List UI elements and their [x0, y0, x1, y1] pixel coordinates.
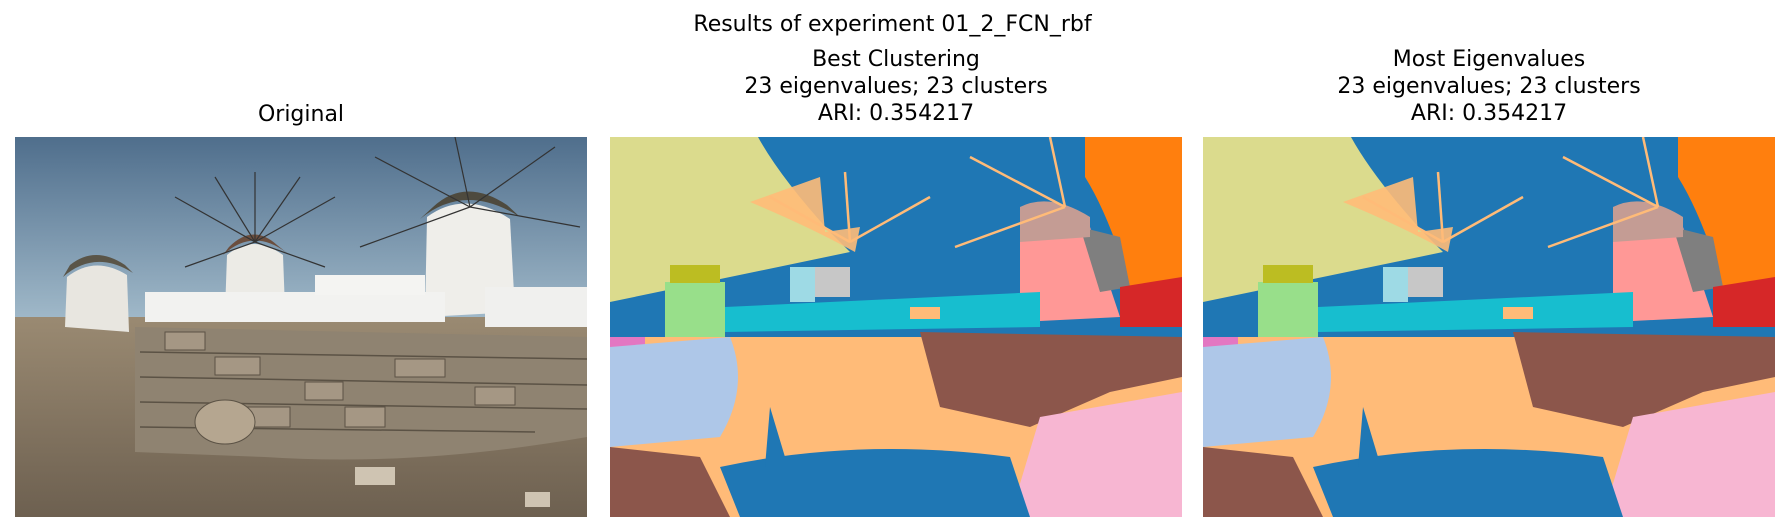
windmill-right-sails: [359, 137, 581, 248]
panel-ari-line: ARI: 0.354217: [1410, 101, 1568, 126]
panel-title-line: Most Eigenvalues: [1392, 47, 1586, 72]
segment-light-gray: [815, 267, 850, 297]
segment-orange: [1085, 137, 1182, 297]
panel-title-line: Original: [257, 102, 345, 127]
panel-most-eigenvalues: Most Eigenvalues 23 eigenvalues; 23 clus…: [1203, 0, 1775, 532]
windmill-center-sails: [174, 172, 336, 268]
panel-title-line: Best Clustering: [812, 47, 980, 72]
segment-wall: [920, 332, 1182, 427]
panel-ari-line: ARI: 0.354217: [817, 101, 975, 126]
segment-red: [1120, 277, 1182, 327]
segment-bottom-sky: [720, 449, 1030, 517]
panel-title: Best Clustering 23 eigenvalues; 23 clust…: [610, 46, 1182, 127]
segment-cyan: [1318, 292, 1633, 332]
segmentation-illustration: [1203, 137, 1775, 517]
segment-light-gray: [1408, 267, 1443, 297]
panel-subtitle-line: 23 eigenvalues; 23 clusters: [1337, 74, 1641, 99]
segment-wall-bottom: [610, 447, 730, 517]
segment-bright: [1010, 392, 1182, 517]
segment-green: [1258, 282, 1318, 337]
windmill-photo-illustration: [15, 137, 587, 517]
windmill-left: [65, 265, 129, 332]
segment-green: [665, 282, 725, 337]
panel-best-clustering: Best Clustering 23 eigenvalues; 23 clust…: [610, 0, 1182, 532]
segmentation-map: [610, 137, 1182, 517]
segment-shadow: [610, 337, 738, 447]
segment-bright: [1603, 392, 1775, 517]
segment-wall-bottom: [1203, 447, 1323, 517]
segment-red: [1713, 277, 1775, 327]
white-building: [145, 292, 445, 322]
segment-bottom-sky: [1313, 449, 1623, 517]
segment-sky-left: [1203, 137, 1443, 302]
figure-suptitle: Results of experiment 01_2_FCN_rbf: [693, 12, 1092, 37]
segmentation-illustration: [610, 137, 1182, 517]
segment-orange: [1678, 137, 1775, 297]
panel-title: Original: [15, 101, 587, 128]
segment-wall: [1513, 332, 1775, 427]
segment-cyan: [725, 292, 1040, 332]
segment-shadow: [1203, 337, 1331, 447]
panel-title: Most Eigenvalues 23 eigenvalues; 23 clus…: [1203, 46, 1775, 127]
segment-sky-left: [610, 137, 850, 302]
segmentation-map: [1203, 137, 1775, 517]
panel-subtitle-line: 23 eigenvalues; 23 clusters: [744, 74, 1048, 99]
panel-original: Original: [15, 0, 587, 532]
original-photo: [15, 137, 587, 517]
